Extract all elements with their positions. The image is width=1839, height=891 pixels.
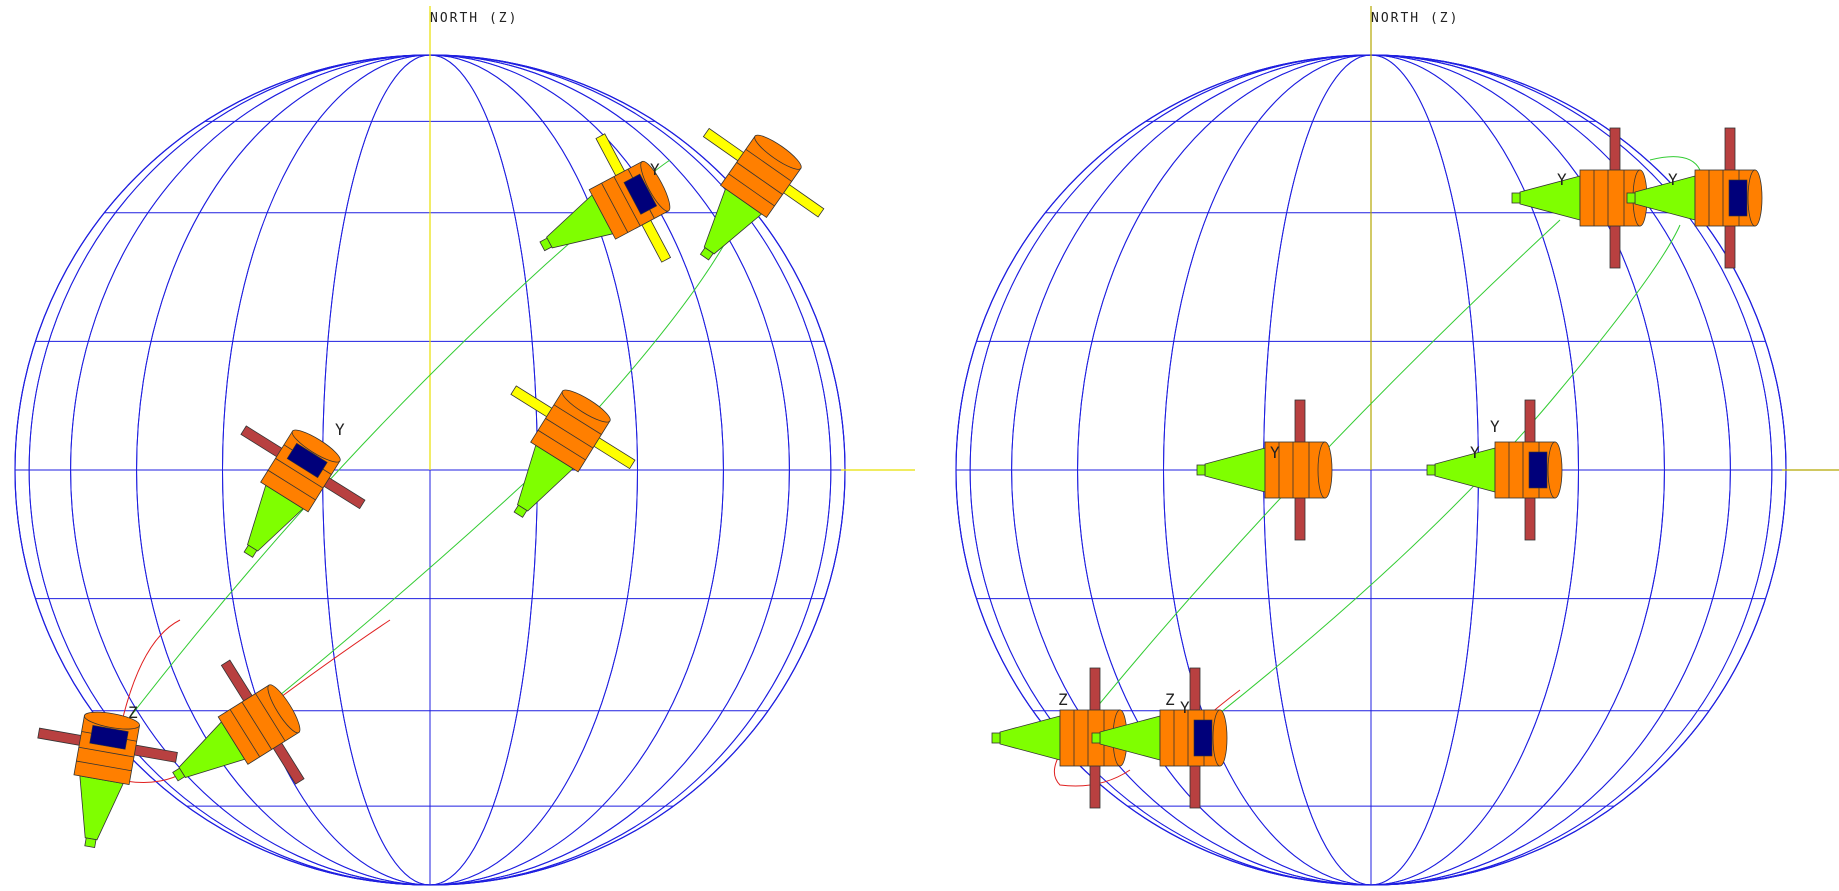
left-north-axis-label: NORTH (Z): [430, 11, 518, 26]
nozzle-tip: [1511, 192, 1521, 204]
nozzle-tip: [84, 837, 97, 848]
body-rib: [537, 429, 586, 461]
right-axes: [1370, 6, 1839, 471]
spacecraft-axis-label: Y: [1668, 170, 1678, 189]
nozzle-cone: [79, 775, 124, 841]
body-endcap: [561, 389, 611, 423]
body-endcap: [291, 429, 341, 463]
trajectory-path: [1649, 156, 1701, 171]
body-rib: [76, 760, 132, 772]
body-rib: [255, 693, 286, 742]
trajectory-path: [119, 619, 181, 731]
left-spacecraft-group: Y Y Z: [37, 127, 825, 848]
spacecraft-axis-label: Y: [1470, 443, 1480, 462]
body-band: [1528, 451, 1548, 489]
body-endcap: [1747, 169, 1763, 227]
body-rib: [78, 746, 135, 758]
body-rib: [241, 701, 272, 750]
body-rib: [553, 404, 602, 435]
spacecraft: [1626, 127, 1763, 269]
spacecraft: [240, 425, 366, 558]
body-endcap: [754, 134, 802, 170]
nozzle-tip: [1196, 464, 1206, 476]
body-band: [1193, 719, 1213, 757]
right-north-axis-label: NORTH (Z): [1371, 11, 1459, 26]
body-endcap: [1547, 441, 1563, 499]
body-endcap: [1317, 441, 1333, 499]
nozzle-tip: [1626, 192, 1636, 204]
nozzle-cone: [1204, 447, 1266, 493]
body-rib: [736, 162, 783, 195]
nozzle-tip: [513, 504, 528, 518]
body-rib: [745, 148, 792, 182]
body-rib: [275, 458, 324, 489]
nozzle-tip: [172, 767, 186, 782]
spacecraft: [510, 385, 636, 518]
body-endcap: [83, 711, 140, 730]
spacecraft: [1511, 127, 1648, 269]
nozzle-tip: [1091, 732, 1101, 744]
nozzle-cone: [1434, 447, 1496, 493]
spacecraft: [1091, 667, 1228, 809]
body-rib: [601, 182, 629, 233]
right-trajectories: [1053, 156, 1701, 787]
spacecraft-axis-label: Y: [650, 160, 660, 179]
spacecraft-axis-label: Z: [1058, 690, 1068, 709]
spacecraft: [37, 711, 178, 848]
body-band: [623, 173, 658, 215]
spacecraft-axis-label: Y: [1490, 417, 1500, 436]
body-endcap: [267, 684, 301, 734]
left-globe-panel: NORTH (Z) Y Y Z: [14, 6, 915, 886]
spacecraft: [539, 133, 672, 263]
body-band: [89, 725, 129, 750]
nozzle-tip: [699, 247, 714, 261]
nozzle-cone: [1519, 175, 1581, 221]
body-endcap: [640, 160, 671, 212]
spacecraft: [172, 659, 305, 785]
body-rib: [728, 173, 775, 207]
spacecraft-axis-label: Z: [128, 703, 138, 722]
body-rib: [545, 418, 594, 449]
spacecraft: [699, 127, 825, 261]
nozzle-tip: [1426, 464, 1436, 476]
nozzle-tip: [991, 732, 1001, 744]
spacecraft-axis-label: Y: [335, 420, 345, 439]
spacecraft: [1426, 399, 1563, 541]
spacecraft-axis-label: Y: [1557, 170, 1567, 189]
spacecraft-axis-label: Y: [1270, 443, 1280, 462]
trajectory-path: [1159, 224, 1681, 761]
left-axes: [429, 6, 915, 471]
spacecraft-axis-label: Y: [1180, 698, 1190, 717]
nozzle-cone: [999, 715, 1061, 761]
spacecraft-body: [1264, 441, 1326, 499]
spacecraft-axis-label: Z: [1165, 690, 1175, 709]
nozzle-tip: [243, 544, 258, 558]
nozzle-tip: [539, 237, 553, 252]
body-rib: [613, 176, 641, 227]
body-rib: [267, 469, 316, 501]
body-band: [286, 442, 328, 479]
body-endcap: [1212, 709, 1228, 767]
body-rib: [229, 709, 261, 758]
spacecraft: [1196, 399, 1333, 541]
body-band: [1728, 179, 1748, 217]
